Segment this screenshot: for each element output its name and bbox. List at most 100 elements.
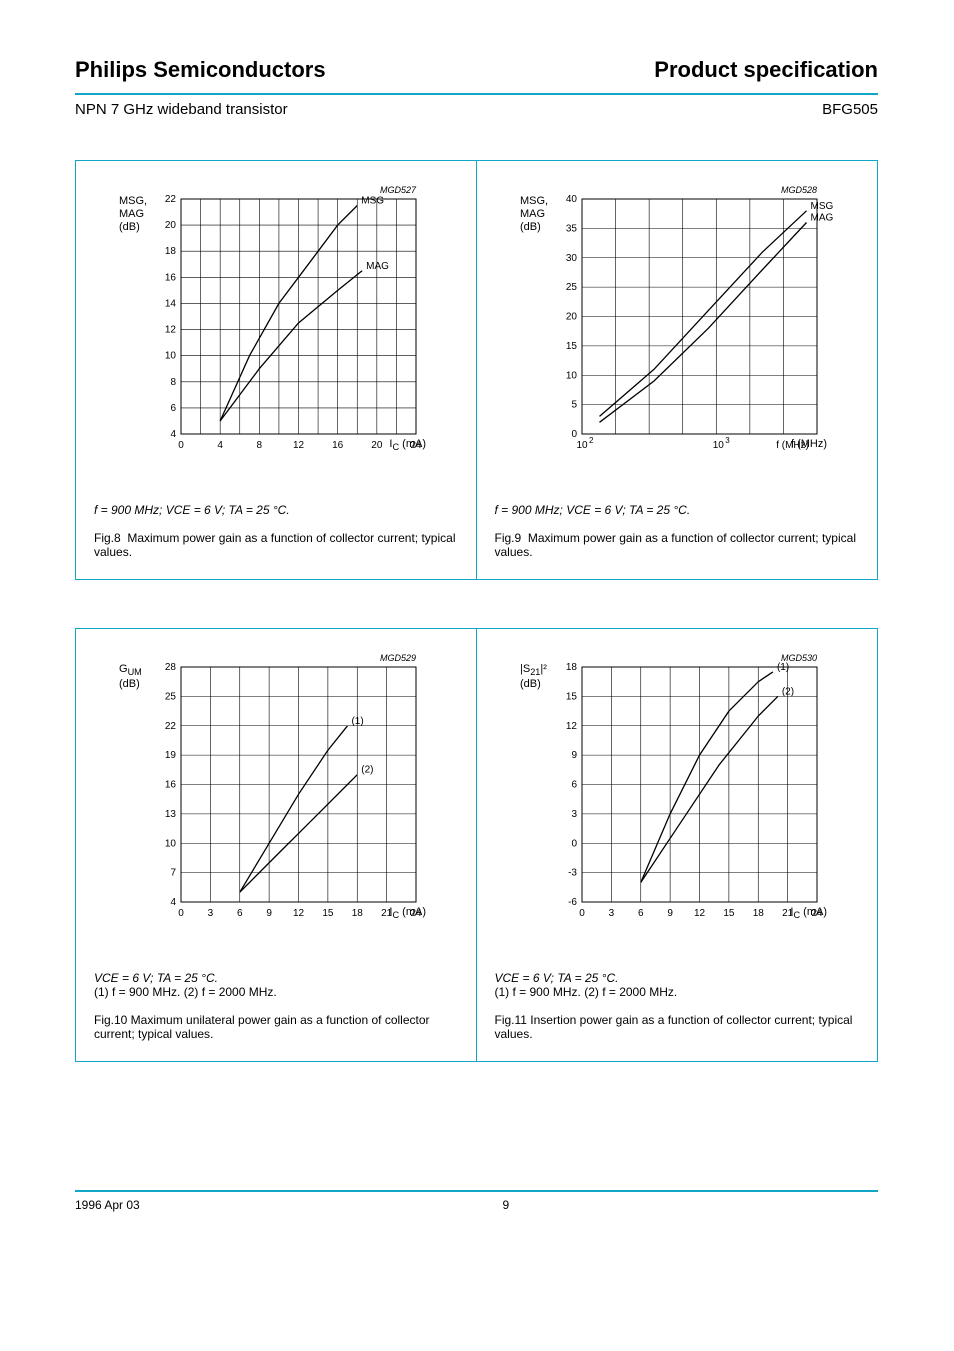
svg-text:14: 14 bbox=[165, 298, 177, 309]
svg-text:9: 9 bbox=[571, 750, 577, 761]
fig-10-chart: GUM(dB)MGD529471013161922252803691215182… bbox=[111, 647, 441, 957]
svg-text:22: 22 bbox=[165, 721, 177, 732]
product-description: NPN 7 GHz wideband transistor bbox=[75, 101, 288, 118]
svg-text:16: 16 bbox=[165, 780, 177, 791]
svg-text:0: 0 bbox=[178, 908, 184, 919]
svg-text:15: 15 bbox=[566, 691, 578, 702]
svg-text:MGD527: MGD527 bbox=[380, 185, 417, 195]
figure-row-2: GUM(dB)MGD529471013161922252803691215182… bbox=[75, 628, 878, 1062]
svg-text:10: 10 bbox=[712, 440, 724, 451]
svg-text:22: 22 bbox=[165, 194, 177, 205]
fig-11-chart: |S21|²(dB)MGD530-6-303691215180369121518… bbox=[512, 647, 842, 957]
svg-text:-6: -6 bbox=[568, 897, 577, 908]
svg-text:MGD529: MGD529 bbox=[380, 653, 416, 663]
company-name: Philips Semiconductors bbox=[75, 57, 326, 83]
svg-text:10: 10 bbox=[566, 370, 578, 381]
svg-text:30: 30 bbox=[566, 253, 578, 264]
svg-text:0: 0 bbox=[178, 440, 184, 451]
fig-10-legend: (1) f = 900 MHz. (2) f = 2000 MHz. bbox=[94, 985, 277, 999]
svg-text:6: 6 bbox=[170, 403, 176, 414]
fig-8-cell: MSG,MAG(dB)MGD52746810121416182022048121… bbox=[76, 161, 477, 579]
svg-text:28: 28 bbox=[165, 662, 177, 673]
fig-11-conditions: VCE = 6 V; TA = 25 °C. bbox=[495, 971, 619, 985]
svg-text:MAG: MAG bbox=[366, 261, 389, 272]
fig-9-chart: MSG,MAG(dB)MGD5280510152025303540102103f… bbox=[512, 179, 842, 489]
svg-text:(1): (1) bbox=[777, 662, 789, 673]
svg-text:5: 5 bbox=[571, 400, 577, 411]
svg-text:10: 10 bbox=[165, 351, 177, 362]
svg-text:MSG: MSG bbox=[810, 201, 833, 212]
svg-text:4: 4 bbox=[217, 440, 223, 451]
figure-row-1: MSG,MAG(dB)MGD52746810121416182022048121… bbox=[75, 160, 878, 580]
fig-11-cell: |S21|²(dB)MGD530-6-303691215180369121518… bbox=[477, 629, 878, 1061]
svg-text:0: 0 bbox=[571, 838, 577, 849]
svg-text:16: 16 bbox=[332, 440, 344, 451]
fig-9-caption: f = 900 MHz; VCE = 6 V; TA = 25 °C. Fig.… bbox=[495, 503, 860, 559]
fig-11-legend: (1) f = 900 MHz. (2) f = 2000 MHz. bbox=[495, 985, 678, 999]
doc-type: Product specification bbox=[654, 57, 878, 83]
footer-page: 9 bbox=[503, 1198, 510, 1212]
fig-9-cell: MSG,MAG(dB)MGD5280510152025303540102103f… bbox=[477, 161, 878, 579]
fig-10-text: Fig.10 Maximum unilateral power gain as … bbox=[94, 1013, 430, 1041]
svg-text:3: 3 bbox=[207, 908, 213, 919]
svg-text:9: 9 bbox=[266, 908, 272, 919]
svg-text:12: 12 bbox=[293, 908, 305, 919]
fig-8-chart: MSG,MAG(dB)MGD52746810121416182022048121… bbox=[111, 179, 441, 489]
svg-text:6: 6 bbox=[571, 780, 577, 791]
subheader: NPN 7 GHz wideband transistor BFG505 bbox=[75, 101, 878, 118]
svg-text:15: 15 bbox=[322, 908, 334, 919]
svg-text:3: 3 bbox=[725, 436, 730, 445]
svg-text:4: 4 bbox=[170, 897, 176, 908]
svg-text:20: 20 bbox=[165, 220, 177, 231]
svg-text:15: 15 bbox=[566, 341, 578, 352]
svg-text:12: 12 bbox=[694, 908, 706, 919]
svg-text:4: 4 bbox=[170, 429, 176, 440]
footer-date: 1996 Apr 03 bbox=[75, 1198, 140, 1212]
svg-text:12: 12 bbox=[293, 440, 305, 451]
svg-text:MAG: MAG bbox=[810, 213, 833, 224]
svg-text:16: 16 bbox=[165, 272, 177, 283]
fig-9-conditions: f = 900 MHz; VCE = 6 V; TA = 25 °C. bbox=[495, 503, 691, 517]
svg-text:15: 15 bbox=[723, 908, 735, 919]
fig-10-cell: GUM(dB)MGD529471013161922252803691215182… bbox=[76, 629, 477, 1061]
svg-text:0: 0 bbox=[579, 908, 585, 919]
page-header: Philips Semiconductors Product specifica… bbox=[75, 57, 878, 91]
header-rule bbox=[75, 93, 878, 95]
svg-text:12: 12 bbox=[566, 721, 578, 732]
svg-text:2: 2 bbox=[589, 436, 594, 445]
svg-text:7: 7 bbox=[170, 868, 176, 879]
svg-text:13: 13 bbox=[165, 809, 177, 820]
page-footer: 1996 Apr 03 9 x bbox=[75, 1190, 878, 1212]
svg-text:25: 25 bbox=[566, 282, 578, 293]
part-number: BFG505 bbox=[822, 101, 878, 118]
svg-text:40: 40 bbox=[566, 194, 578, 205]
fig-9-text: Fig.9 Maximum power gain as a function o… bbox=[495, 531, 857, 559]
svg-text:25: 25 bbox=[165, 691, 177, 702]
svg-text:3: 3 bbox=[571, 809, 577, 820]
svg-text:6: 6 bbox=[638, 908, 644, 919]
svg-text:6: 6 bbox=[237, 908, 243, 919]
svg-text:(1): (1) bbox=[351, 716, 363, 727]
svg-text:35: 35 bbox=[566, 223, 578, 234]
svg-text:(2): (2) bbox=[361, 765, 373, 776]
svg-text:(2): (2) bbox=[782, 686, 794, 697]
fig-8-conditions: f = 900 MHz; VCE = 6 V; TA = 25 °C. bbox=[94, 503, 290, 517]
svg-text:19: 19 bbox=[165, 750, 177, 761]
svg-text:10: 10 bbox=[165, 838, 177, 849]
svg-text:MSG: MSG bbox=[361, 196, 384, 207]
svg-text:10: 10 bbox=[576, 440, 588, 451]
fig-10-caption: VCE = 6 V; TA = 25 °C. (1) f = 900 MHz. … bbox=[94, 971, 458, 1041]
svg-text:3: 3 bbox=[608, 908, 614, 919]
svg-text:MGD528: MGD528 bbox=[781, 185, 817, 195]
svg-text:8: 8 bbox=[256, 440, 262, 451]
svg-text:12: 12 bbox=[165, 325, 177, 336]
svg-text:18: 18 bbox=[165, 246, 177, 257]
svg-text:9: 9 bbox=[667, 908, 673, 919]
svg-text:18: 18 bbox=[566, 662, 578, 673]
fig-8-caption: f = 900 MHz; VCE = 6 V; TA = 25 °C. Fig.… bbox=[94, 503, 458, 559]
svg-text:-3: -3 bbox=[568, 868, 577, 879]
fig-11-caption: VCE = 6 V; TA = 25 °C. (1) f = 900 MHz. … bbox=[495, 971, 860, 1041]
svg-text:20: 20 bbox=[566, 312, 578, 323]
fig-8-text: Fig.8 Maximum power gain as a function o… bbox=[94, 531, 456, 559]
footer-rule bbox=[75, 1190, 878, 1192]
